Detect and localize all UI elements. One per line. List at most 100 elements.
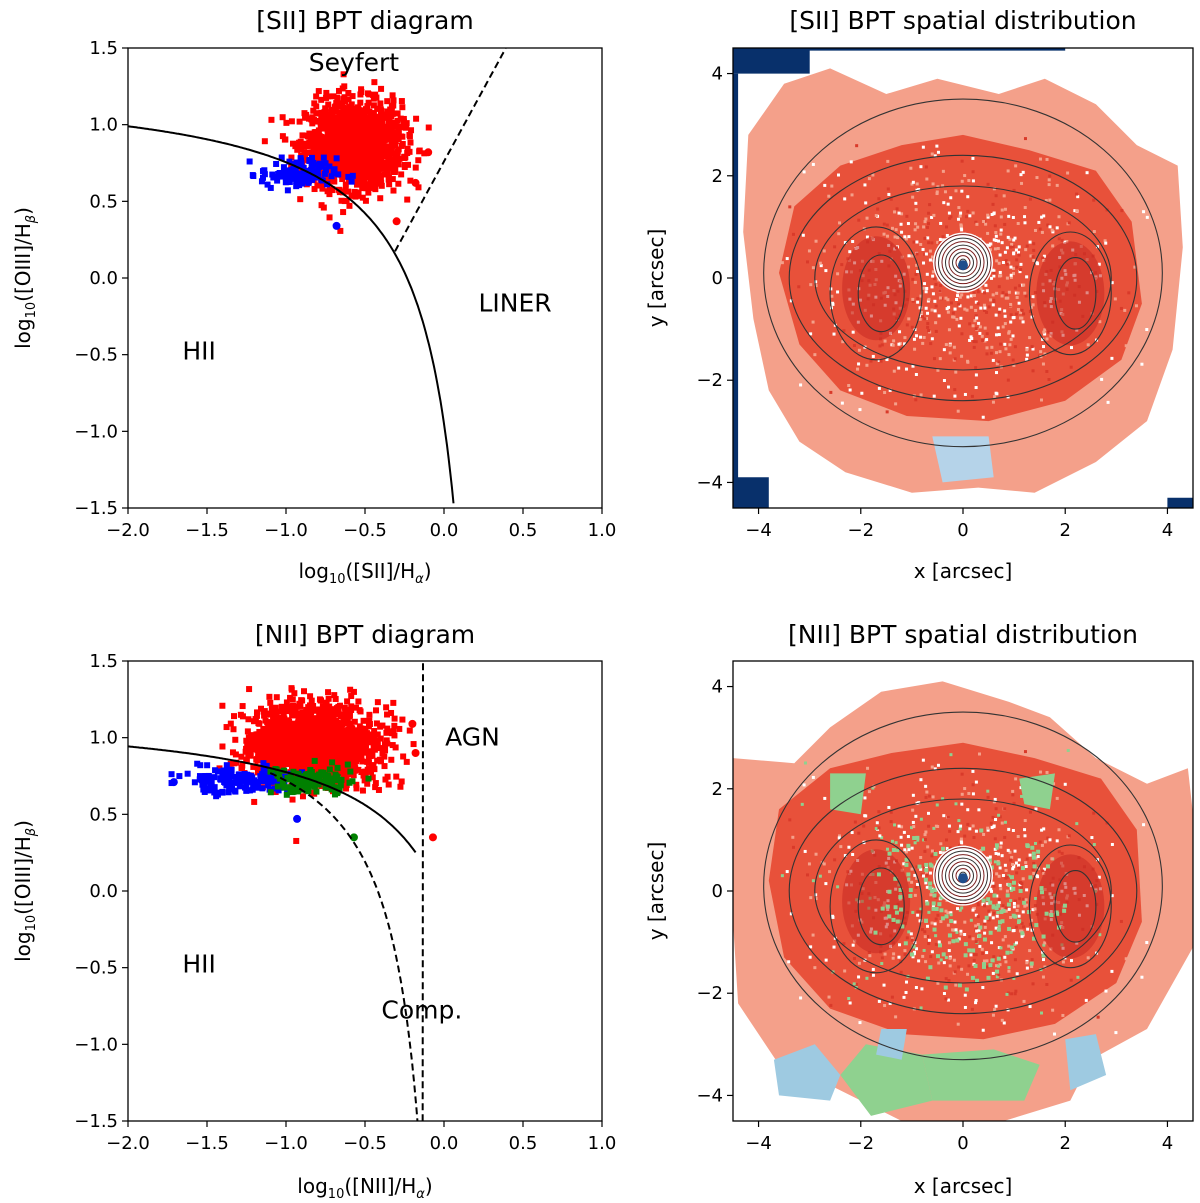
map-pixel [1015,972,1019,976]
data-point [320,204,327,211]
series-outliers-hii [169,778,302,823]
x-tick-label: −0.5 [343,520,387,541]
map-pixel [806,873,810,877]
data-point [168,771,175,778]
map-pixel [995,872,999,876]
data-point [257,773,264,780]
data-point [305,734,312,741]
map-pixel [953,394,957,398]
map-pixel [813,966,817,970]
data-point [395,133,402,140]
data-point [356,742,363,749]
map-pixel [1009,265,1013,269]
data-point [312,768,319,775]
data-point [231,713,238,720]
map-pixel [919,855,923,859]
map-pixel [914,201,918,205]
data-point [341,739,348,746]
map-pixel [925,272,929,276]
map-pixel [1000,241,1004,245]
map-pixel [1012,252,1016,256]
data-point [392,138,399,145]
map-pixel [1023,206,1027,210]
map-pixel [994,238,998,242]
data-point [361,174,368,181]
map-pixel [985,346,989,350]
map-pixel [914,334,918,338]
map-pixel [939,283,943,287]
data-point [282,179,289,186]
map-pixel [1092,843,1096,847]
map-pixel [916,225,920,229]
data-point [307,175,314,182]
data-point [311,757,318,764]
map-pixel [952,345,956,349]
data-point [339,757,346,764]
map-pixel [1017,253,1021,257]
map-pixel [999,274,1003,278]
data-point [315,718,322,725]
map-pixel [935,190,939,194]
map-pixel [993,395,997,399]
map-pixel [1045,982,1049,986]
data-point [359,130,366,137]
data-point [406,148,413,155]
data-point [364,132,371,139]
data-point [331,777,338,784]
data-point [378,758,385,765]
map-pixel [922,335,926,339]
map-pixel [919,242,923,246]
data-point [355,698,362,705]
data-point [336,130,343,137]
map-pixel [990,213,994,217]
map-pixel [1005,246,1009,250]
data-point [232,736,239,743]
map-pixel [819,264,823,268]
data-point [352,108,359,115]
data-point [267,184,274,191]
map-pixel [948,343,952,347]
data-point [271,785,278,792]
map-pixel [974,314,978,318]
map-pixel [1031,347,1035,351]
map-pixel [1092,811,1096,815]
map-pixel [886,159,890,163]
data-point [333,705,340,712]
map-pixel [788,205,792,209]
data-point [322,166,329,173]
map-pixel [919,335,923,339]
x-tick-label: −1.0 [264,1133,308,1154]
map-pixel [823,183,827,187]
map-pixel [971,937,975,941]
map-pixel [855,144,859,148]
map-pixel [1067,1023,1071,1027]
map-pixel [997,874,1001,878]
data-point [384,773,391,780]
map-pixel [959,839,963,843]
chart-title: [NII] BPT spatial distribution [788,620,1138,649]
map-pixel [914,222,918,226]
map-pixel [857,362,861,366]
map-pixel [968,214,972,218]
map-pixel [1018,270,1022,274]
data-point [303,711,310,718]
map-pixel [891,343,895,347]
map-pixel [910,325,914,329]
data-point [372,186,379,193]
data-point [330,93,337,100]
data-point [274,783,281,790]
map-pixel [981,415,985,419]
x-axis-label: x [arcsec] [914,559,1013,583]
data-point [346,779,353,786]
data-point [258,730,265,737]
map-pixel [897,824,901,828]
map-pixel [971,179,975,183]
map-pixel [991,881,995,885]
map-pixel [929,342,933,346]
map-pixel [902,862,906,866]
data-point [411,178,420,187]
map-pixel [946,298,950,302]
map-pixel [1009,337,1013,341]
map-pixel [1023,215,1027,219]
map-pixel [959,316,963,320]
